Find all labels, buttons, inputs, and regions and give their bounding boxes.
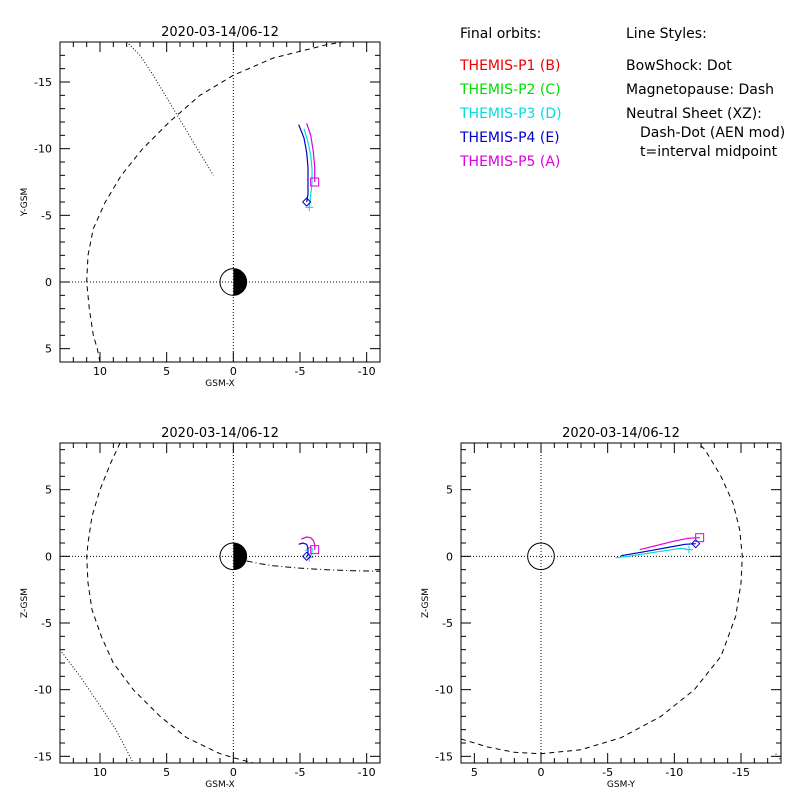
y-tick-label: -15 xyxy=(435,750,453,763)
x-tick-label: 10 xyxy=(93,766,107,779)
x-tick-label: 5 xyxy=(163,766,170,779)
x-tick-label: -10 xyxy=(358,365,376,378)
x-tick-label: 0 xyxy=(230,365,237,378)
earth-night-side xyxy=(233,543,247,570)
plot-title: 2020-03-14/06-12 xyxy=(161,426,279,441)
legend-orbit-p3: THEMIS-P3 (D) xyxy=(460,106,562,122)
orbit-line-1 xyxy=(298,542,309,557)
plot-title: 2020-03-14/06-12 xyxy=(562,426,680,441)
legend-style-magnetopause: Magnetopause: Dash xyxy=(626,82,775,98)
earth-icon xyxy=(219,542,248,571)
x-tick-label: -10 xyxy=(358,766,376,779)
bowshock-curve xyxy=(126,42,214,176)
legend-orbit-p5: THEMIS-P5 (A) xyxy=(460,154,561,170)
plot-frame xyxy=(460,442,782,764)
y-tick-label: 0 xyxy=(45,550,52,563)
x-axis-label: GSM-X xyxy=(205,780,234,790)
y-tick-label: -10 xyxy=(435,684,453,697)
y-tick-label: -5 xyxy=(41,209,52,222)
y-tick-label: -5 xyxy=(442,617,453,630)
orbit-line-1 xyxy=(298,124,309,203)
x-tick-label: -5 xyxy=(602,766,613,779)
bowshock-curve xyxy=(775,753,781,761)
orbit-end-diamond-marker xyxy=(301,551,312,562)
y-tick-label: 5 xyxy=(45,484,52,497)
orbit-end-diamond-marker xyxy=(301,197,312,207)
x-tick-label: 5 xyxy=(471,766,478,779)
orbit-end-square-marker xyxy=(695,533,705,543)
legend-style-neutral-sheet: Neutral Sheet (XZ): xyxy=(626,106,762,122)
legend-style-dash-dot: Dash-Dot (AEN mod) xyxy=(640,125,786,141)
y-tick-label: -5 xyxy=(41,617,52,630)
x-tick-label: -5 xyxy=(295,365,306,378)
panel-xy: 2020-03-14/06-12 10 5 0 -5 -10 5 0 -5 -10 -15 GSM-X… xyxy=(20,25,381,389)
plot-title: 2020-03-14/06-12 xyxy=(161,25,279,40)
orbit-line-2 xyxy=(639,537,700,551)
legend-orbit-p1: THEMIS-P1 (B) xyxy=(460,58,561,74)
y-tick-label: 5 xyxy=(45,343,52,356)
legend-orbit-p2: THEMIS-P2 (C) xyxy=(460,82,561,98)
orbit-end-diamond-marker xyxy=(690,538,701,549)
orbit-end-plus-marker xyxy=(685,545,693,554)
orbit-line-2 xyxy=(306,123,316,182)
x-tick-label: 0 xyxy=(538,766,545,779)
y-tick-label: -15 xyxy=(34,750,52,763)
legend-style-midpoint: t=interval midpoint xyxy=(640,144,778,160)
y-axis-label: Z-GSM xyxy=(421,588,431,618)
earth-icon xyxy=(219,268,248,296)
bowshock-curve xyxy=(60,649,134,763)
y-tick-label: -10 xyxy=(34,143,52,156)
magnetopause-curve xyxy=(461,443,743,755)
legend-styles-title: Line Styles: xyxy=(626,26,707,42)
neutral-sheet-curve xyxy=(246,560,380,572)
y-axis-label: Z-GSM xyxy=(20,588,30,618)
earth-icon xyxy=(527,542,555,571)
plot-frame xyxy=(59,442,381,764)
panel-yz: 2020-03-14/06-12 5 0 -5 -10 -15 5 0 -5 -10 -15 GSM-… xyxy=(421,426,782,790)
legend-style-bowshock: BowShock: Dot xyxy=(626,58,732,74)
legend-orbit-p4: THEMIS-P4 (E) xyxy=(460,130,560,146)
x-axis-label: GSM-X xyxy=(205,379,234,389)
magnetopause-curve xyxy=(86,42,346,362)
legend-orbits-title: Final orbits: xyxy=(460,26,542,42)
orbit-end-square-marker xyxy=(310,177,320,187)
x-tick-label: 5 xyxy=(163,365,170,378)
panel-xz: 2020-03-14/06-12 10 5 0 -5 -10 5 0 -5 -10 -15 GSM-X… xyxy=(20,426,381,790)
orbit-line-1 xyxy=(620,543,696,557)
x-tick-label: 10 xyxy=(93,365,107,378)
plot-frame xyxy=(59,41,381,363)
x-axis-label: GSM-Y xyxy=(607,780,636,790)
orbit-line-0 xyxy=(303,128,313,208)
orbit-end-square-marker xyxy=(310,545,320,555)
orbit-end-plus-marker xyxy=(305,203,314,212)
y-tick-label: 0 xyxy=(446,550,453,563)
y-tick-label: -15 xyxy=(34,76,52,89)
y-tick-label: -10 xyxy=(34,684,52,697)
y-tick-label: 5 xyxy=(446,484,453,497)
earth-night-side xyxy=(233,268,247,296)
x-tick-label: 0 xyxy=(230,766,237,779)
y-tick-label: 0 xyxy=(45,276,52,289)
orbit-line-0 xyxy=(615,547,690,559)
x-tick-label: -10 xyxy=(665,766,683,779)
magnetopause-curve xyxy=(86,443,254,763)
x-tick-label: -5 xyxy=(295,766,306,779)
y-axis-label: Y-GSM xyxy=(20,188,30,217)
x-tick-label: -15 xyxy=(732,766,750,779)
